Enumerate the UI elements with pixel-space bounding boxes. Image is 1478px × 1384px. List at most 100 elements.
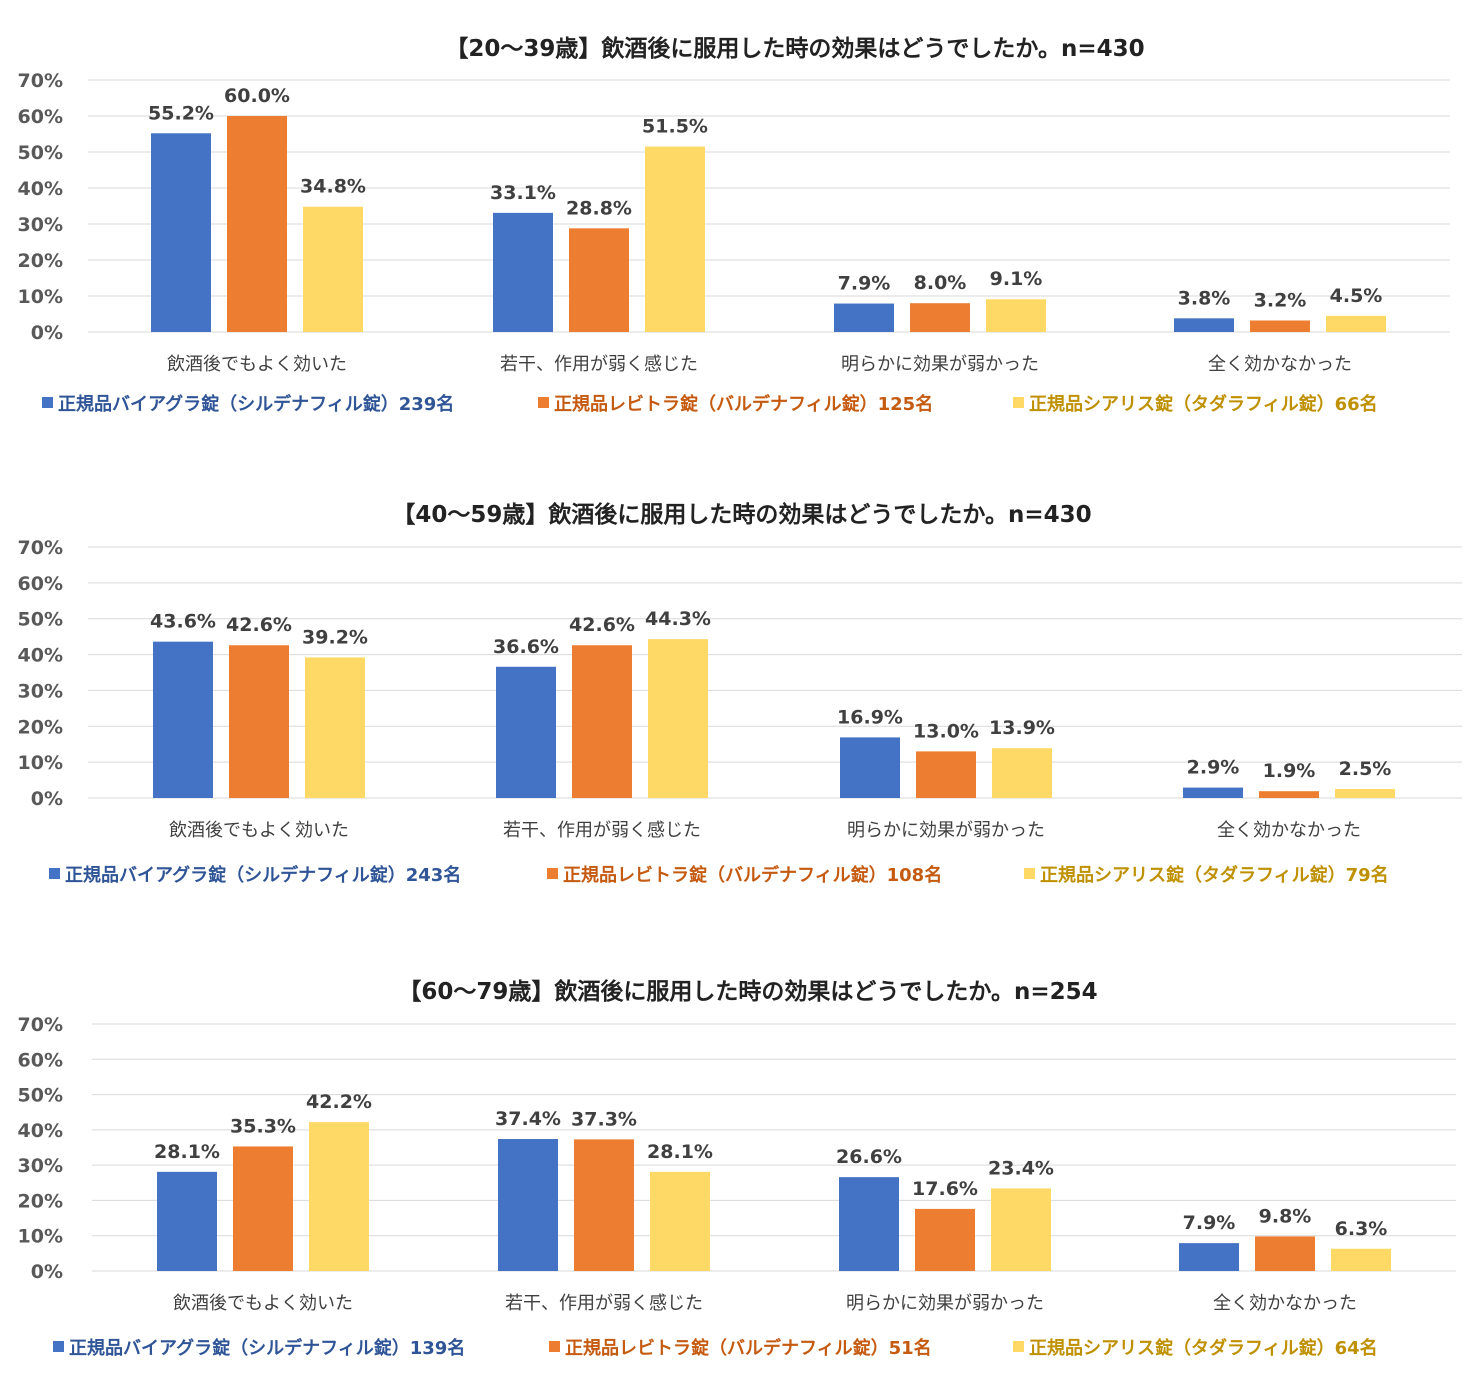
y-tick-label: 20%: [18, 716, 63, 738]
y-tick-label: 0%: [31, 1261, 63, 1283]
data-label: 7.9%: [838, 273, 891, 295]
legend-swatch: [1013, 397, 1024, 408]
legend-swatch: [53, 1341, 64, 1352]
data-label: 9.1%: [990, 268, 1043, 290]
x-category-label: 明らかに効果が弱かった: [847, 820, 1045, 841]
data-label: 4.5%: [1330, 285, 1383, 307]
legend-label: 正規品シアリス錠（タダラフィル錠）64名: [1029, 1337, 1378, 1359]
data-label: 28.1%: [154, 1141, 220, 1163]
bar: [227, 116, 287, 332]
bar: [910, 303, 970, 332]
data-label: 17.6%: [912, 1178, 978, 1200]
data-label: 33.1%: [490, 182, 556, 204]
y-tick-label: 70%: [18, 1014, 63, 1036]
bar: [1331, 1248, 1391, 1271]
y-tick-label: 50%: [18, 609, 63, 631]
y-tick-label: 60%: [18, 573, 63, 595]
x-category-label: 若干、作用が弱く感じた: [505, 1293, 703, 1314]
bar: [991, 1188, 1051, 1271]
data-label: 36.6%: [493, 636, 559, 658]
data-label: 43.6%: [150, 611, 216, 633]
y-tick-label: 30%: [18, 1155, 63, 1177]
data-label: 28.8%: [566, 197, 632, 219]
bar: [1259, 791, 1319, 798]
bar: [153, 641, 213, 798]
bar: [496, 666, 556, 798]
data-label: 44.3%: [645, 608, 711, 630]
bar: [151, 133, 211, 332]
y-tick-label: 10%: [18, 286, 63, 308]
data-label: 34.8%: [300, 176, 366, 198]
y-tick-label: 20%: [18, 1190, 63, 1212]
bar: [1335, 789, 1395, 798]
legend-swatch: [1013, 1341, 1024, 1352]
data-label: 55.2%: [148, 102, 214, 124]
bar: [498, 1139, 558, 1271]
data-label: 7.9%: [1183, 1212, 1236, 1234]
data-label: 3.8%: [1178, 287, 1231, 309]
y-tick-label: 0%: [31, 788, 63, 810]
y-tick-label: 20%: [18, 250, 63, 272]
legend-label: 正規品レビトラ錠（バルデナフィル錠）108名: [563, 864, 942, 886]
x-category-label: 若干、作用が弱く感じた: [500, 354, 698, 375]
y-tick-label: 40%: [18, 1120, 63, 1142]
bar: [840, 737, 900, 798]
bar: [839, 1177, 899, 1271]
bar: [992, 748, 1052, 798]
legend-swatch: [547, 868, 558, 879]
bar: [650, 1171, 710, 1271]
x-category-label: 飲酒後でもよく効いた: [167, 354, 347, 375]
data-label: 6.3%: [1335, 1218, 1388, 1240]
bar: [645, 146, 705, 332]
y-tick-label: 70%: [18, 537, 63, 559]
y-tick-label: 30%: [18, 680, 63, 702]
legend-swatch: [538, 397, 549, 408]
data-label: 8.0%: [914, 272, 967, 294]
chart-title: 【60〜79歳】飲酒後に服用した時の効果はどうでしたか。n=254: [398, 978, 1097, 1005]
data-label: 3.2%: [1254, 289, 1307, 311]
chart-title: 【40〜59歳】飲酒後に服用した時の効果はどうでしたか。n=430: [392, 501, 1091, 528]
data-label: 35.3%: [230, 1115, 296, 1137]
bar: [986, 299, 1046, 332]
data-label: 42.6%: [226, 614, 292, 636]
data-label: 37.3%: [571, 1108, 637, 1130]
legend-label: 正規品バイアグラ錠（シルデナフィル錠）243名: [65, 864, 461, 886]
chart-title: 【20〜39歳】飲酒後に服用した時の効果はどうでしたか。n=430: [445, 35, 1144, 62]
x-category-label: 明らかに効果が弱かった: [846, 1293, 1044, 1314]
x-category-label: 明らかに効果が弱かった: [841, 354, 1039, 375]
legend-swatch: [1024, 868, 1035, 879]
bar: [1326, 315, 1386, 332]
bar: [834, 303, 894, 332]
chart-1: 【20〜39歳】飲酒後に服用した時の効果はどうでしたか。n=430 0% 10% 20…: [18, 35, 1450, 415]
data-label: 2.5%: [1339, 758, 1392, 780]
bar: [569, 228, 629, 332]
bar: [572, 645, 632, 798]
y-tick-label: 40%: [18, 645, 63, 667]
data-label: 60.0%: [224, 85, 290, 107]
data-label: 42.2%: [306, 1091, 372, 1113]
y-tick-label: 40%: [18, 178, 63, 200]
legend-swatch: [549, 1341, 560, 1352]
bar: [1179, 1243, 1239, 1271]
x-category-label: 全く効かなかった: [1213, 1293, 1357, 1314]
data-label: 13.9%: [989, 717, 1055, 739]
data-label: 39.2%: [302, 626, 368, 648]
legend-swatch: [42, 397, 53, 408]
data-label: 51.5%: [642, 116, 708, 138]
y-tick-label: 0%: [31, 322, 63, 344]
y-tick-label: 10%: [18, 752, 63, 774]
data-label: 42.6%: [569, 614, 635, 636]
legend-label: 正規品レビトラ錠（バルデナフィル錠）125名: [554, 393, 933, 415]
data-label: 2.9%: [1187, 757, 1240, 779]
data-label: 23.4%: [988, 1157, 1054, 1179]
y-tick-label: 60%: [18, 1049, 63, 1071]
legend-label: 正規品シアリス錠（タダラフィル錠）79名: [1040, 864, 1389, 886]
bar: [1174, 318, 1234, 332]
bar: [1250, 320, 1310, 332]
y-tick-label: 30%: [18, 214, 63, 236]
bar: [233, 1146, 293, 1271]
x-category-label: 飲酒後でもよく効いた: [169, 820, 349, 841]
chart-2: 【40〜59歳】飲酒後に服用した時の効果はどうでしたか。n=430 0% 10% 20…: [18, 501, 1462, 886]
bar: [309, 1122, 369, 1271]
legend-label: 正規品シアリス錠（タダラフィル錠）66名: [1029, 393, 1378, 415]
